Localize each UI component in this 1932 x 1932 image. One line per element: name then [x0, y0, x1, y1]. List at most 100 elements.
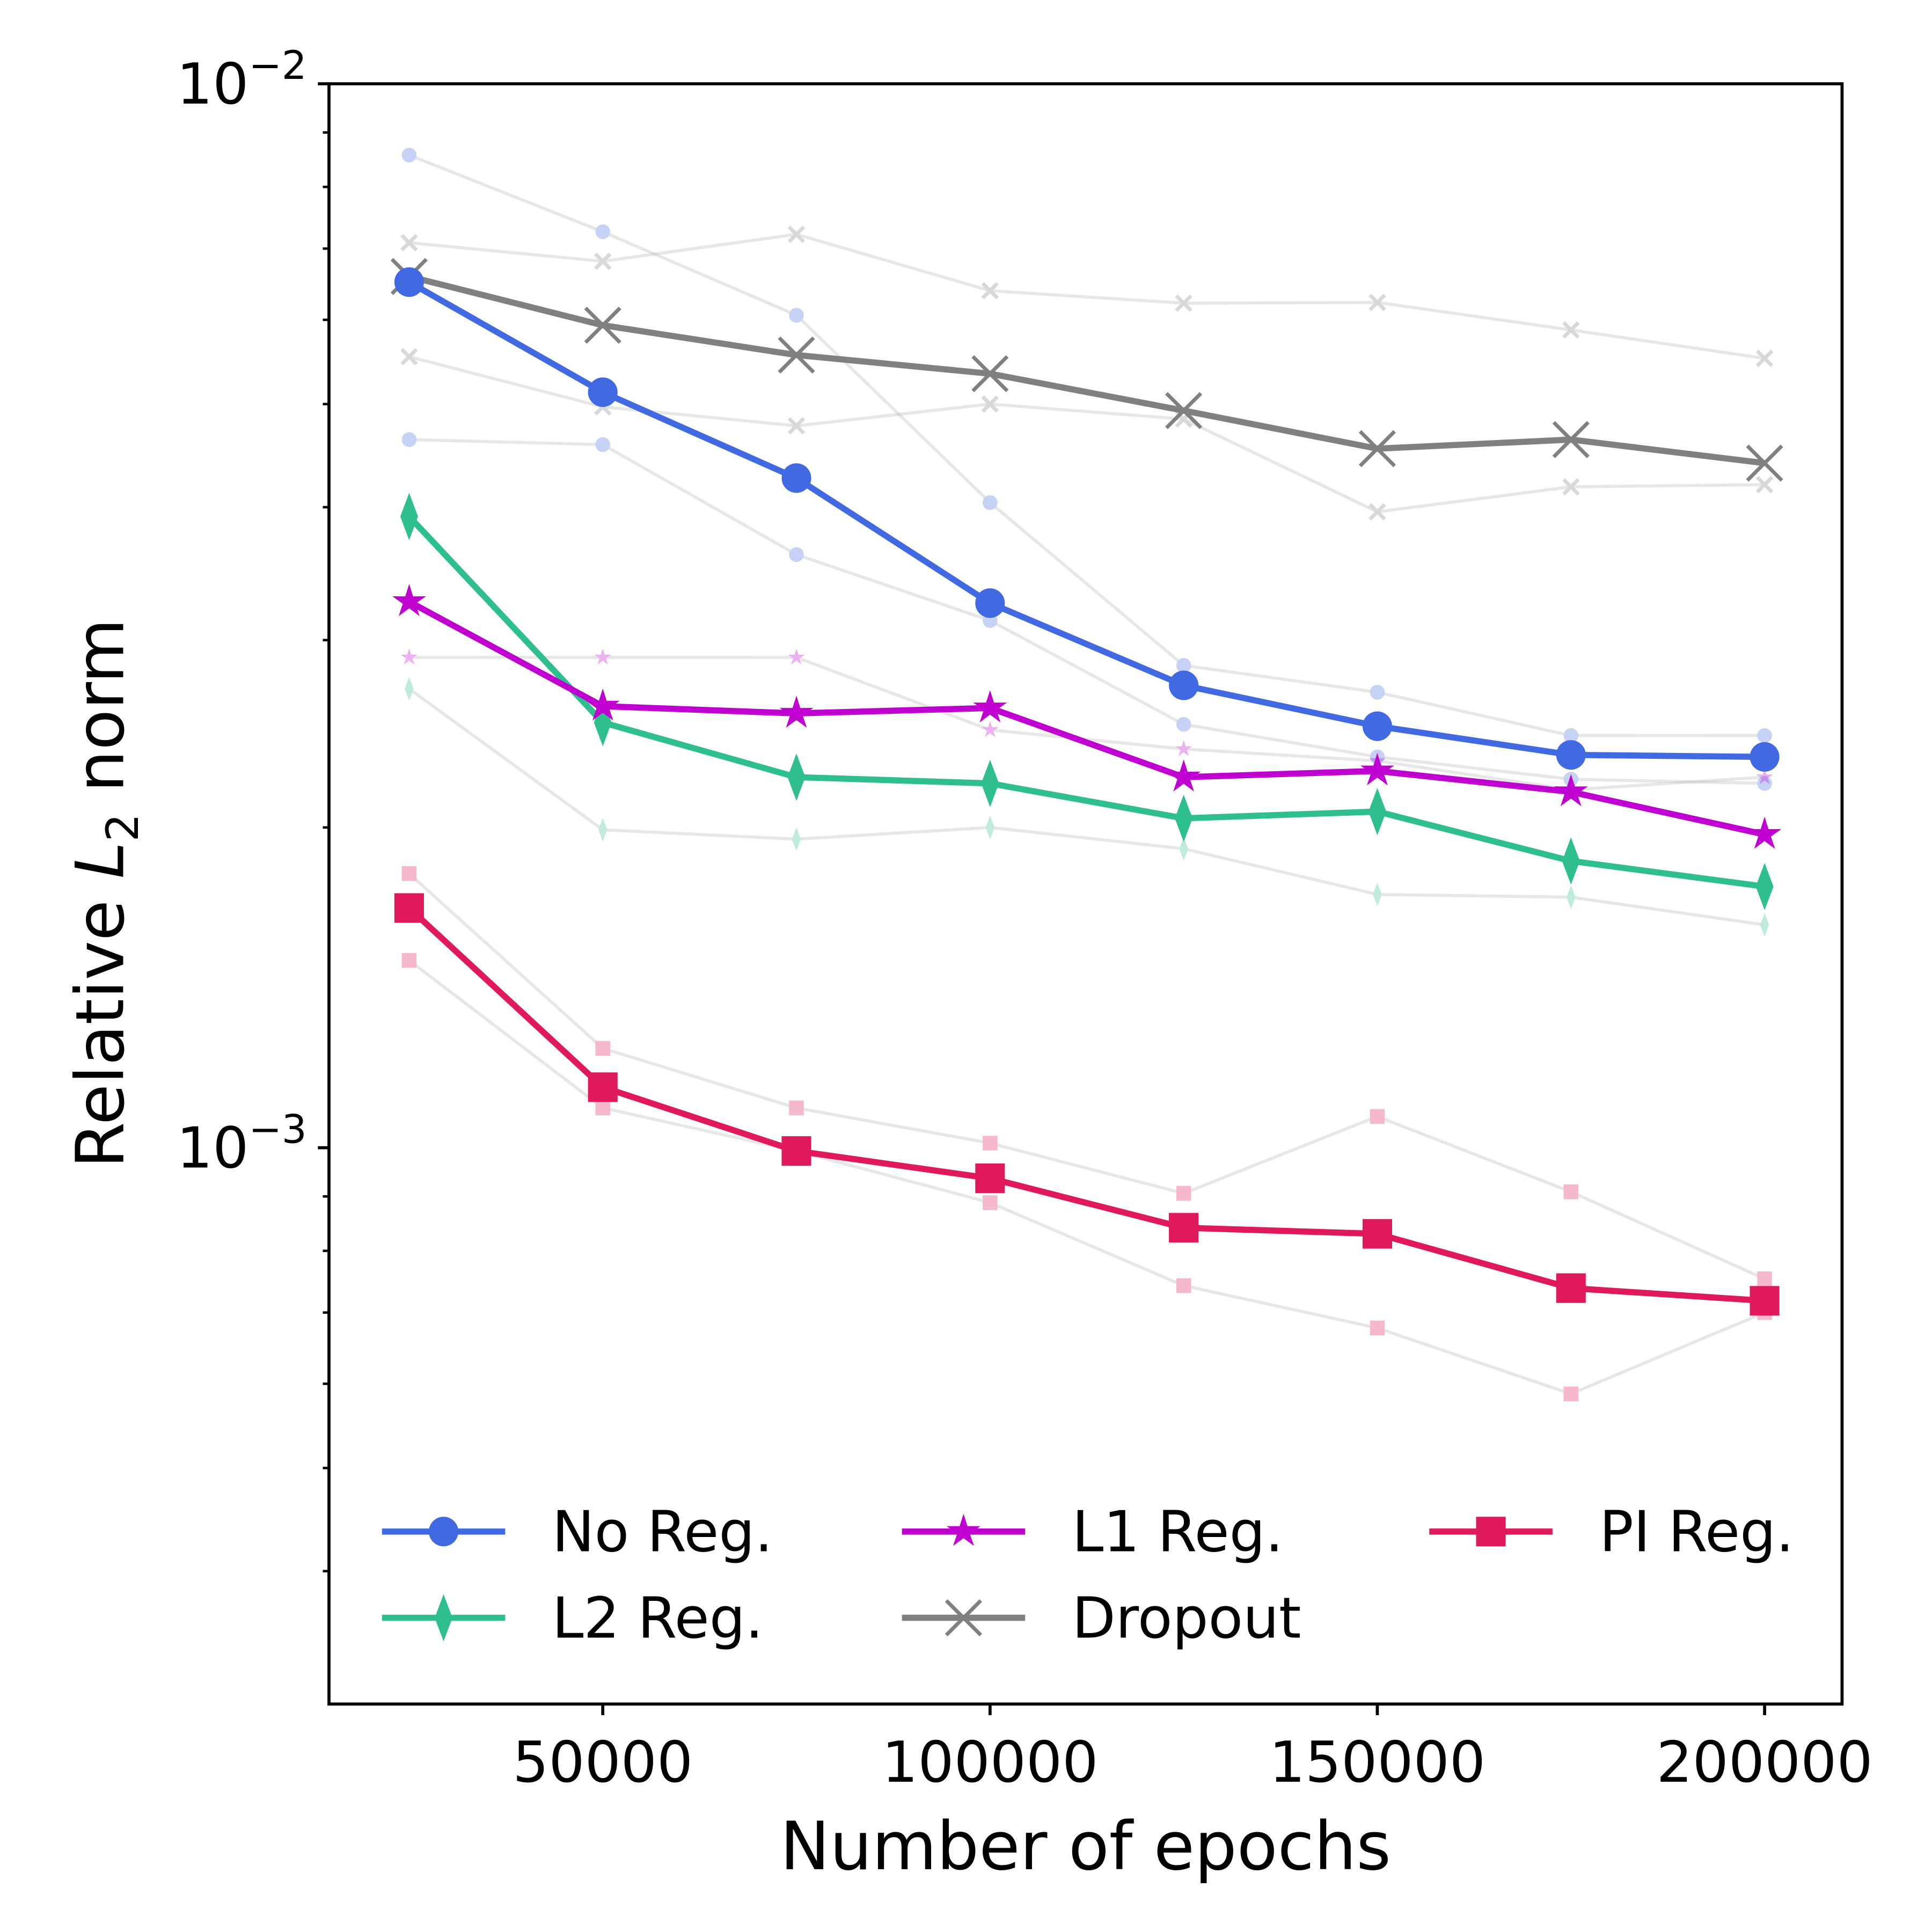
run-point — [983, 1195, 998, 1210]
y-axis-label: Relative L2 norm — [62, 618, 149, 1168]
run-path — [408, 872, 1766, 1280]
data-point — [787, 753, 806, 801]
data-point — [981, 759, 999, 807]
run-line — [400, 225, 1774, 367]
run-line — [401, 953, 1772, 1402]
legend-marker-icon — [946, 1513, 980, 1546]
data-point — [588, 1072, 618, 1102]
legend-label: L2 Reg. — [552, 1585, 764, 1651]
data-point — [586, 688, 620, 721]
run-point — [982, 721, 999, 737]
run-point — [981, 282, 999, 299]
run-point — [400, 234, 418, 252]
data-point — [779, 696, 814, 728]
run-point — [1756, 768, 1773, 785]
run-point — [401, 432, 417, 447]
run-point — [789, 547, 804, 562]
legend-item: Dropout — [902, 1585, 1301, 1651]
data-point — [1562, 837, 1580, 885]
data-point — [1750, 742, 1780, 772]
data-point — [1755, 862, 1774, 910]
run-point — [1176, 1278, 1191, 1293]
run-point — [789, 308, 804, 323]
run-point — [981, 395, 999, 413]
data-point — [1169, 1213, 1199, 1243]
data-point — [1165, 392, 1203, 429]
run-point — [985, 815, 995, 839]
run-point — [1562, 321, 1580, 339]
data-point — [975, 1163, 1005, 1194]
legend-item: PI Reg. — [1429, 1499, 1794, 1565]
run-point — [1179, 837, 1188, 861]
legend-item: L2 Reg. — [382, 1585, 764, 1651]
data-point — [1358, 430, 1396, 467]
data-point — [1554, 774, 1588, 807]
run-point — [1370, 1109, 1385, 1124]
run-point — [1175, 740, 1192, 757]
data-point — [1362, 711, 1392, 741]
data-point — [584, 306, 621, 344]
run-point — [1755, 349, 1774, 367]
run-path — [408, 153, 1765, 737]
data-point — [394, 267, 424, 297]
run-point — [595, 1100, 610, 1116]
data-point — [392, 584, 426, 616]
series-path — [408, 273, 1765, 466]
data-point — [1746, 444, 1783, 482]
run-point — [983, 495, 998, 510]
run-path — [408, 355, 1765, 514]
legend: No Reg. L1 Reg. PI Reg. L2 Reg. Dropout — [382, 1499, 1794, 1651]
data-point — [781, 1136, 811, 1166]
run-point — [789, 1100, 804, 1116]
run-point — [788, 648, 805, 665]
run-point — [792, 827, 801, 851]
run-line — [401, 148, 1772, 743]
run-line — [401, 866, 1772, 1286]
run-point — [1755, 475, 1774, 494]
run-point — [594, 252, 612, 270]
series-pi-reg- — [394, 893, 1780, 1316]
x-axis: 50000 100000 150000 200000 — [513, 1704, 1873, 1795]
series-path — [407, 905, 1765, 1304]
run-point — [1562, 478, 1580, 496]
legend-marker-icon — [945, 1599, 982, 1637]
data-point — [973, 690, 1007, 723]
legend-marker-icon — [1476, 1517, 1506, 1547]
y-tick-label: 10−2 — [177, 43, 307, 117]
run-point — [1373, 882, 1382, 906]
run-path — [409, 232, 1765, 360]
run-line — [401, 432, 1772, 791]
run-point — [595, 437, 610, 452]
data-point — [588, 377, 618, 407]
legend-label: No Reg. — [552, 1499, 773, 1565]
run-point — [1563, 728, 1579, 743]
run-point — [400, 648, 418, 665]
run-point — [1176, 716, 1191, 732]
data-point — [1747, 816, 1782, 849]
data-point — [400, 493, 418, 540]
data-point — [1556, 1273, 1586, 1303]
run-path — [408, 687, 1765, 927]
data-point — [975, 588, 1005, 618]
run-point — [594, 648, 612, 665]
x-tick-label: 100000 — [882, 1729, 1098, 1795]
series-path — [407, 599, 1766, 838]
run-point — [1563, 1184, 1579, 1199]
run-point — [983, 1136, 998, 1151]
individual-runs — [400, 148, 1774, 1402]
series-path — [407, 514, 1765, 890]
x-tick-label: 150000 — [1269, 1729, 1485, 1795]
legend-item: L1 Reg. — [902, 1499, 1283, 1565]
run-point — [1566, 885, 1576, 909]
run-point — [1175, 294, 1192, 312]
legend-item: No Reg. — [382, 1499, 773, 1565]
run-point — [1368, 503, 1386, 521]
data-point — [1360, 753, 1394, 786]
series-path — [407, 279, 1765, 760]
run-point — [1370, 1320, 1385, 1336]
legend-marker-icon — [435, 1594, 453, 1642]
data-point — [1750, 1286, 1780, 1316]
run-point — [1368, 294, 1386, 311]
run-point — [401, 866, 417, 881]
